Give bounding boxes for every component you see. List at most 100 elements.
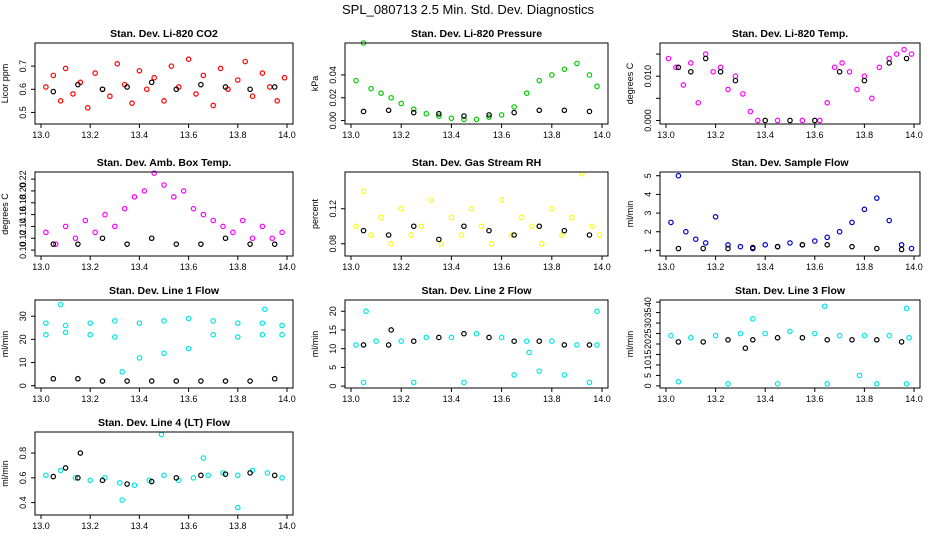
- data-point: [461, 379, 467, 386]
- data-point: [536, 338, 543, 344]
- data-point: [398, 100, 405, 107]
- y-tick-label: 5: [643, 173, 653, 178]
- data-point: [821, 303, 828, 310]
- data-point: [388, 240, 394, 247]
- data-point: [692, 236, 699, 243]
- data-point: [824, 381, 831, 387]
- data-point: [84, 105, 91, 111]
- data-point: [725, 242, 731, 248]
- data-point: [279, 331, 285, 338]
- data-point: [740, 91, 746, 97]
- data-point: [99, 378, 106, 384]
- data-point: [77, 450, 84, 456]
- data-point: [279, 475, 285, 481]
- data-point: [217, 65, 224, 72]
- data-point: [906, 334, 912, 341]
- data-point: [908, 51, 915, 57]
- data-point: [586, 108, 593, 115]
- data-point: [898, 246, 905, 253]
- data-point: [50, 375, 57, 382]
- data-point: [811, 238, 818, 244]
- x-tick-label: 14.0: [905, 262, 923, 272]
- data-point: [461, 116, 467, 123]
- data-point: [903, 305, 910, 312]
- figure-title: SPL_080713 2.5 Min. Std. Dev. Diagnostic…: [342, 2, 594, 17]
- data-point: [161, 350, 167, 357]
- data-point: [87, 320, 94, 326]
- data-point: [702, 240, 709, 246]
- x-tick-label: 13.2: [707, 130, 725, 140]
- data-point: [114, 61, 121, 67]
- data-point: [198, 241, 204, 247]
- data-point: [131, 194, 138, 200]
- chart-title: Stan. Dev. Line 3 Flow: [735, 285, 846, 297]
- x-tick-label: 13.0: [32, 521, 50, 531]
- chart-title: Stan. Dev. Line 4 (LT) Flow: [98, 417, 231, 429]
- data-point: [185, 56, 192, 63]
- data-point: [210, 217, 217, 224]
- y-tick-label: 0: [18, 383, 28, 388]
- data-point: [811, 117, 818, 124]
- data-point: [523, 338, 530, 344]
- y-tick-label: 0.010: [643, 65, 653, 88]
- data-point: [488, 240, 495, 247]
- x-tick-label: 13.8: [856, 262, 874, 272]
- data-point: [92, 70, 98, 76]
- y-tick-label: 20: [18, 334, 28, 344]
- y-tick-label: 0.18: [18, 194, 28, 212]
- data-point: [448, 334, 455, 341]
- data-point: [774, 243, 781, 250]
- data-point: [861, 206, 868, 213]
- chart-title: Stan. Dev. Amb. Box Temp.: [97, 157, 232, 169]
- data-point: [180, 188, 187, 194]
- data-point: [75, 241, 81, 247]
- y-tick-label: 5: [643, 373, 653, 378]
- data-point: [72, 235, 79, 242]
- data-point: [749, 316, 756, 322]
- data-point: [116, 479, 123, 486]
- x-tick-label: 13.0: [32, 130, 50, 140]
- data-point: [518, 214, 525, 221]
- y-axis-label: ml/min: [310, 331, 320, 358]
- y-tick-label: 0.12: [328, 200, 338, 218]
- data-point: [846, 68, 853, 75]
- data-point: [675, 378, 682, 385]
- data-point: [62, 65, 69, 72]
- data-point: [173, 241, 180, 247]
- data-point: [161, 472, 167, 479]
- data-point: [508, 232, 515, 238]
- y-tick-label: 0: [643, 383, 653, 388]
- data-point: [50, 72, 57, 79]
- data-point: [52, 241, 59, 247]
- data-point: [717, 68, 724, 75]
- y-axis-label: kPa: [310, 76, 320, 92]
- data-point: [461, 330, 467, 337]
- data-point: [675, 64, 682, 71]
- data-point: [398, 205, 405, 212]
- data-point: [57, 98, 64, 104]
- data-point: [702, 51, 709, 57]
- data-point: [687, 334, 694, 341]
- data-point: [423, 110, 430, 117]
- x-tick-label: 14.0: [593, 130, 611, 140]
- y-tick-label: 10: [328, 344, 338, 354]
- data-point: [410, 379, 417, 386]
- data-point: [247, 470, 253, 476]
- y-tick-label: 10: [643, 360, 653, 370]
- chart-panel: Stan. Dev. Line 3 Flow ml/min 13.0 13.2 13.4…: [625, 285, 923, 404]
- data-point: [732, 73, 739, 79]
- data-point: [876, 64, 883, 71]
- y-tick-label: 0.000: [643, 109, 653, 132]
- x-tick-label: 13.4: [443, 262, 461, 272]
- data-point: [249, 93, 256, 100]
- data-point: [423, 334, 430, 341]
- data-point: [873, 195, 880, 201]
- data-point: [99, 86, 106, 93]
- data-point: [230, 229, 236, 236]
- chart-title: Stan. Dev. Li-820 Temp.: [732, 28, 848, 40]
- data-point: [561, 342, 568, 348]
- data-point: [849, 219, 855, 226]
- x-tick-label: 14.0: [278, 130, 296, 140]
- y-tick-label: 0.12: [18, 229, 28, 247]
